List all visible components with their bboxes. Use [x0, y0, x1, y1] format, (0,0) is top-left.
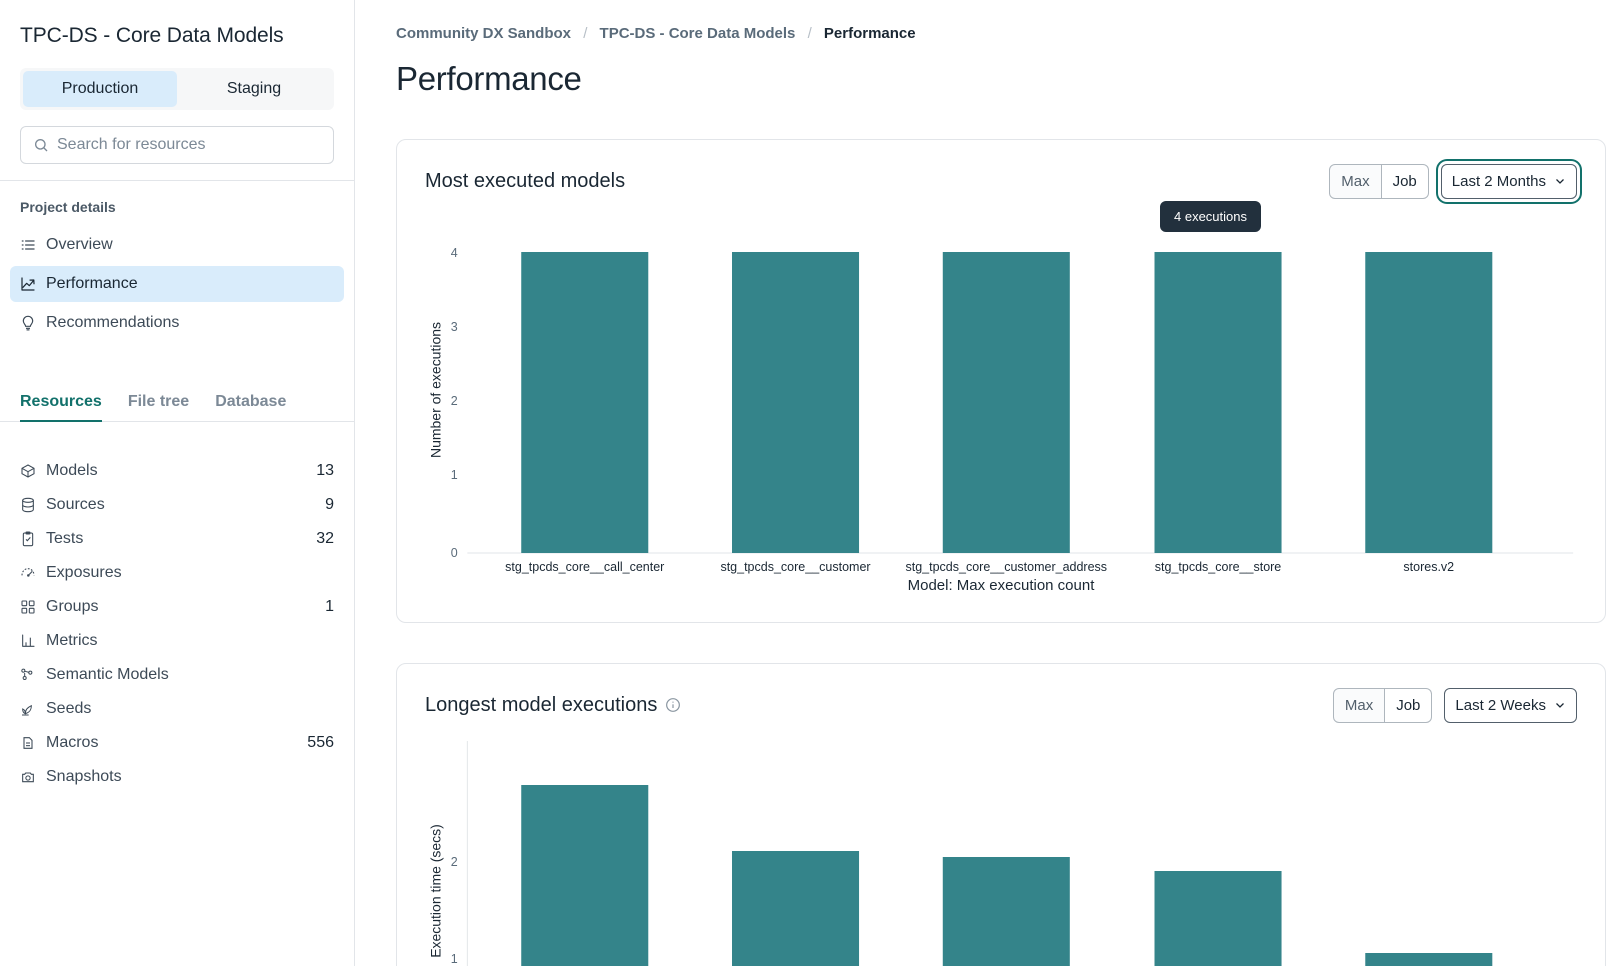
svg-text:Execution time (secs): Execution time (secs) — [429, 824, 444, 958]
svg-text:stg_tpcds_core__customer_addre: stg_tpcds_core__customer_address — [906, 558, 1108, 573]
svg-text:0: 0 — [451, 544, 458, 559]
svg-text:1: 1 — [451, 466, 458, 481]
svg-text:stg_tpcds_core__customer: stg_tpcds_core__customer — [720, 558, 871, 573]
svg-text:Number of executions: Number of executions — [429, 321, 444, 457]
svg-text:3: 3 — [451, 318, 458, 333]
svg-text:4: 4 — [451, 244, 458, 259]
svg-text:stores.v2: stores.v2 — [1403, 558, 1454, 573]
svg-text:2: 2 — [451, 853, 458, 868]
svg-text:1: 1 — [451, 950, 458, 965]
svg-text:stg_tpcds_core__call_center: stg_tpcds_core__call_center — [505, 558, 665, 573]
svg-text:stg_tpcds_core__store: stg_tpcds_core__store — [1155, 558, 1282, 573]
svg-text:2: 2 — [451, 392, 458, 407]
